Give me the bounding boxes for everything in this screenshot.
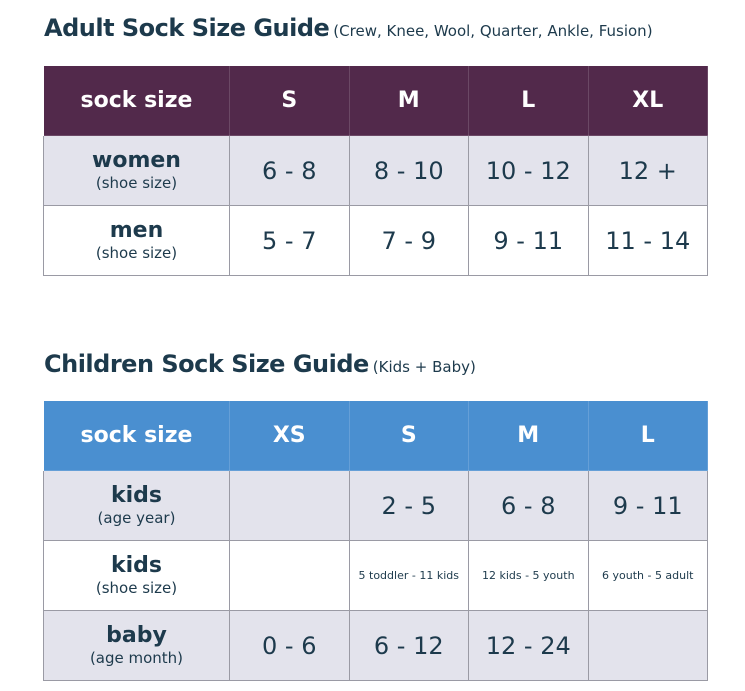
size-cell: 12 kids - 5 youth [468,540,589,611]
header-cell: L [468,65,589,136]
size-cell: 6 - 8 [229,135,350,206]
size-cell: 6 - 8 [468,470,589,541]
header-cell: S [348,400,469,471]
row-label: kids (age year) [43,470,230,541]
size-cell [229,470,350,541]
row-label: women (shoe size) [43,135,230,206]
table-row: kids (shoe size) 5 toddler - 11 kids 12 kid… [43,540,708,611]
size-cell [229,540,350,611]
children-title-text: Children Sock Size Guide [44,350,369,378]
size-cell: 8 - 10 [348,135,469,206]
header-cell: L [587,400,708,471]
row-sublabel: (shoe size) [95,173,178,192]
size-cell: 2 - 5 [348,470,469,541]
row-label-text: kids [110,552,162,578]
size-cell: 12 - 24 [468,610,589,681]
adult-title-text: Adult Sock Size Guide [44,14,330,42]
size-cell: 5 - 7 [229,205,350,276]
size-cell: 9 - 11 [468,205,589,276]
header-row: sock size XS S M L [43,400,708,471]
row-sublabel: (shoe size) [95,578,178,597]
children-guide-title: Children Sock Size Guide (Kids + Baby) [44,350,476,378]
header-cell: sock size [43,400,230,471]
adult-guide-title: Adult Sock Size Guide (Crew, Knee, Wool, … [44,14,653,42]
size-cell [587,610,708,681]
row-label-text: men [109,217,164,243]
header-cell: XL [587,65,708,136]
row-sublabel: (age month) [89,648,184,667]
header-cell: M [348,65,469,136]
size-cell: 11 - 14 [587,205,708,276]
size-cell: 12 + [587,135,708,206]
size-cell: 6 - 12 [348,610,469,681]
size-cell: 6 youth - 5 adult [587,540,708,611]
size-cell: 7 - 9 [348,205,469,276]
size-cell: 5 toddler - 11 kids [348,540,469,611]
header-row: sock size S M L XL [43,65,708,136]
header-cell: sock size [43,65,230,136]
row-sublabel: (age year) [97,508,176,527]
header-cell: S [229,65,350,136]
row-label: baby (age month) [43,610,230,681]
children-subtitle: (Kids + Baby) [372,358,476,376]
row-label-text: kids [110,482,162,508]
adult-subtitle: (Crew, Knee, Wool, Quarter, Ankle, Fusio… [333,22,653,40]
row-label-text: women [92,147,181,173]
size-cell: 10 - 12 [468,135,589,206]
header-cell: XS [229,400,350,471]
row-label-text: baby [106,622,167,648]
size-cell: 9 - 11 [587,470,708,541]
row-sublabel: (shoe size) [95,243,178,262]
header-cell: M [468,400,589,471]
size-cell: 0 - 6 [229,610,350,681]
row-label: kids (shoe size) [43,540,230,611]
row-label: men (shoe size) [43,205,230,276]
